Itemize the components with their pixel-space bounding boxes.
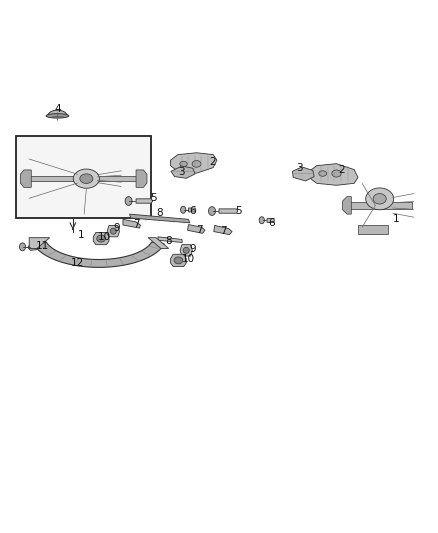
Text: 10: 10 [98, 232, 111, 242]
Text: 10: 10 [182, 254, 195, 264]
Polygon shape [136, 199, 152, 203]
Text: 3: 3 [179, 167, 185, 177]
Text: 3: 3 [297, 163, 303, 173]
Polygon shape [347, 202, 413, 209]
Polygon shape [170, 153, 217, 173]
Ellipse shape [110, 228, 117, 234]
Ellipse shape [97, 235, 106, 242]
Polygon shape [136, 170, 147, 188]
Text: 8: 8 [166, 236, 172, 246]
Text: 7: 7 [133, 219, 139, 229]
Text: 7: 7 [220, 225, 227, 236]
Text: 1: 1 [392, 214, 399, 224]
Polygon shape [214, 225, 232, 235]
Text: 1: 1 [78, 230, 85, 240]
Ellipse shape [80, 174, 93, 183]
Polygon shape [28, 243, 43, 251]
Ellipse shape [208, 207, 215, 215]
Text: 12: 12 [71, 258, 84, 268]
Ellipse shape [180, 206, 186, 213]
Polygon shape [187, 224, 205, 233]
Polygon shape [158, 237, 182, 243]
Ellipse shape [46, 114, 69, 118]
Ellipse shape [373, 193, 386, 204]
Polygon shape [180, 245, 192, 256]
Text: 9: 9 [113, 223, 120, 233]
Ellipse shape [332, 170, 341, 177]
Ellipse shape [319, 171, 327, 176]
Polygon shape [171, 166, 195, 179]
Text: 9: 9 [190, 244, 196, 254]
Polygon shape [130, 214, 190, 223]
Polygon shape [292, 167, 314, 181]
Polygon shape [267, 219, 275, 222]
Text: 5: 5 [235, 206, 242, 216]
Text: 2: 2 [209, 157, 216, 167]
Ellipse shape [125, 197, 132, 205]
Polygon shape [123, 220, 141, 228]
Ellipse shape [366, 188, 394, 210]
Bar [16, 135, 151, 219]
Polygon shape [188, 208, 196, 212]
Polygon shape [148, 238, 169, 248]
Ellipse shape [174, 257, 183, 264]
Polygon shape [48, 110, 67, 116]
Polygon shape [358, 225, 389, 234]
Text: 5: 5 [150, 193, 157, 203]
Polygon shape [93, 232, 109, 245]
Ellipse shape [180, 161, 187, 166]
Text: 7: 7 [196, 225, 203, 235]
Text: 2: 2 [338, 165, 345, 175]
Ellipse shape [259, 217, 265, 224]
Text: 11: 11 [35, 240, 49, 251]
Polygon shape [20, 170, 31, 188]
Polygon shape [170, 254, 186, 266]
Ellipse shape [183, 247, 189, 253]
Polygon shape [309, 164, 358, 185]
Ellipse shape [192, 160, 201, 167]
Polygon shape [343, 197, 351, 214]
Ellipse shape [19, 243, 25, 251]
Polygon shape [29, 238, 49, 248]
Text: 6: 6 [268, 218, 275, 228]
Polygon shape [34, 242, 164, 268]
Text: 4: 4 [54, 104, 61, 114]
Polygon shape [107, 225, 120, 237]
Ellipse shape [73, 169, 99, 188]
Text: 8: 8 [157, 208, 163, 218]
Polygon shape [219, 209, 238, 213]
Polygon shape [25, 176, 143, 181]
Text: 6: 6 [190, 206, 196, 216]
